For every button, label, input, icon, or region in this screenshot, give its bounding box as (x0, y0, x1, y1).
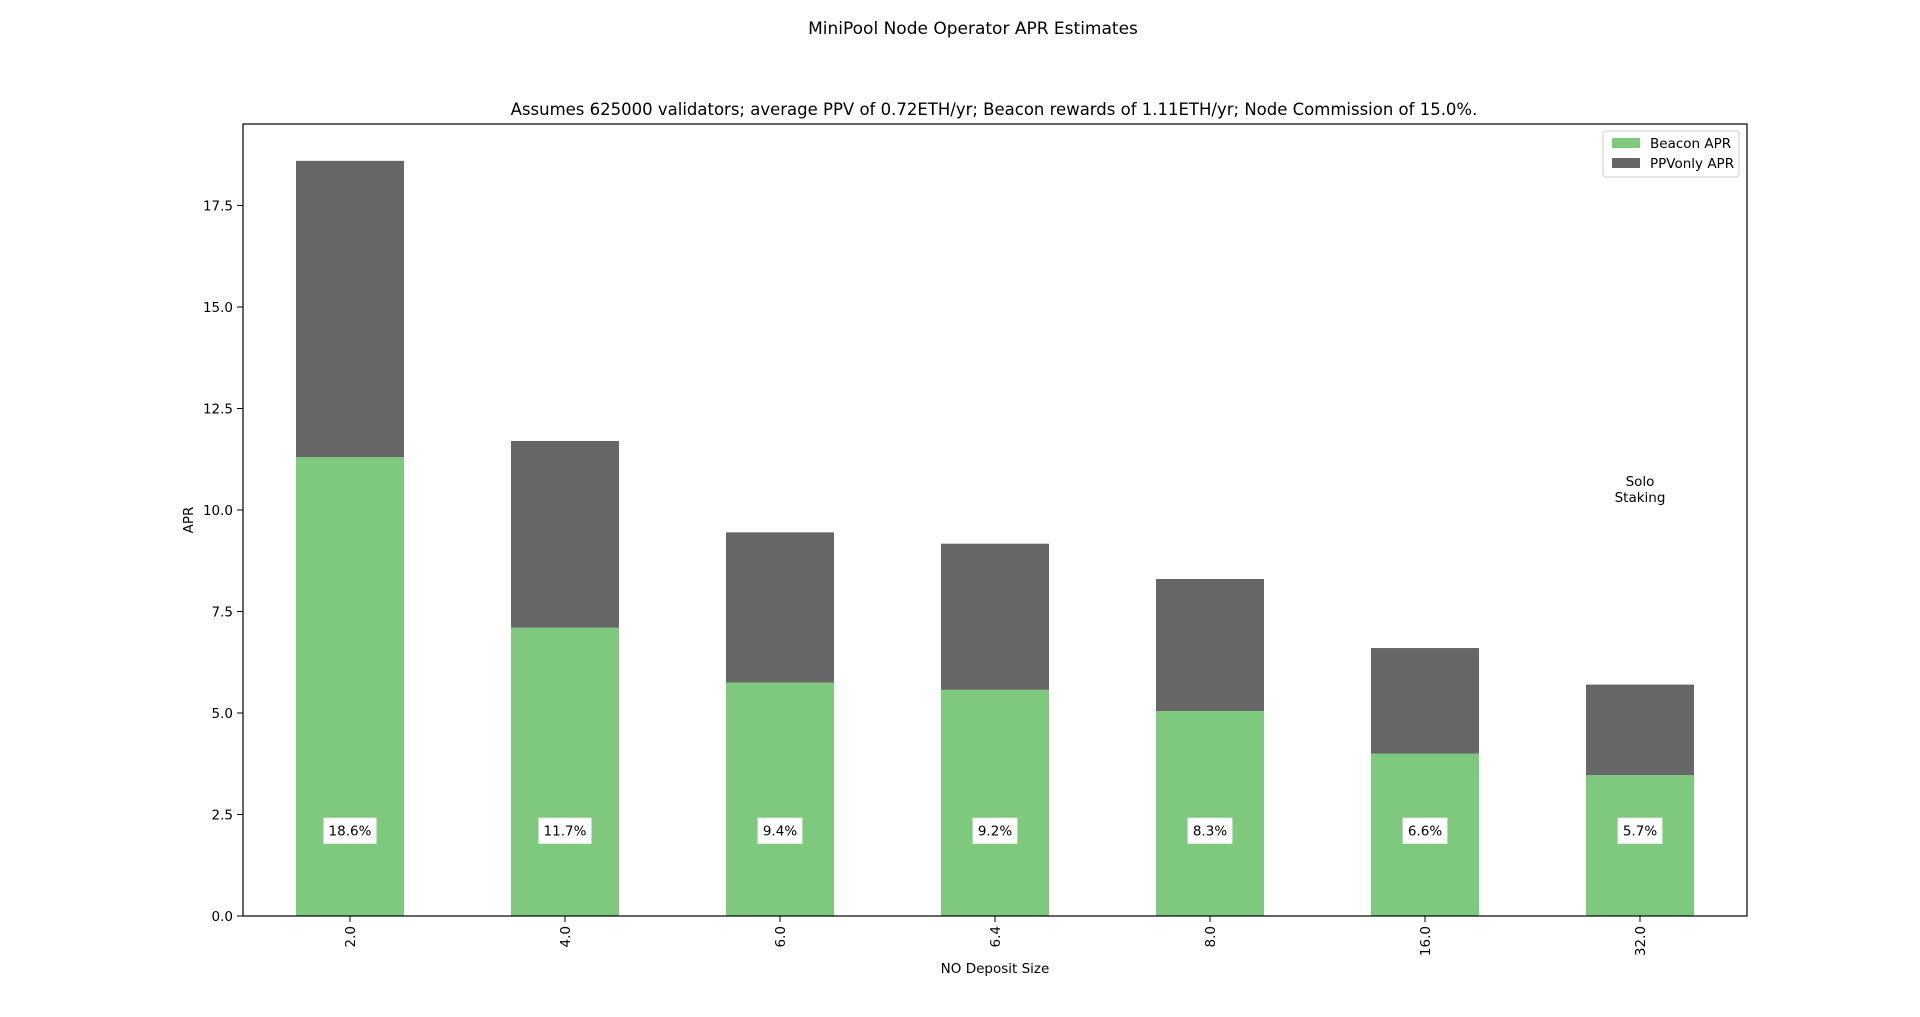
data-label-bg (538, 817, 592, 844)
bar-beacon-2.0 (296, 457, 404, 916)
data-label-text: 11.7% (544, 824, 587, 840)
y-tick-label: 12.5 (203, 402, 233, 418)
annotation-line: Staking (1615, 490, 1666, 506)
data-labels-layer: 18.6% 11.7% 9.4% 9.2% 8.3% 6.6% 5.7% (323, 817, 1663, 844)
bar-ppvonly-16.0 (1371, 648, 1479, 754)
bar-ppvonly-8.0 (1156, 579, 1264, 711)
legend-swatch-ppvonly (1612, 158, 1640, 168)
data-label-bg (1402, 817, 1448, 844)
legend: Beacon APR PPVonly APR (1602, 130, 1740, 178)
data-label-6.0: 9.4% (757, 817, 803, 844)
x-tick-label-6.4: 6.4 (988, 926, 1004, 947)
bar-beacon-32.0 (1586, 775, 1694, 916)
x-tick-label-16.0: 16.0 (1418, 926, 1434, 956)
data-label-bg (323, 817, 377, 844)
bar-ppvonly-32.0 (1586, 684, 1694, 776)
legend-swatch-beacon (1612, 138, 1640, 148)
y-tick-label: 10.0 (203, 503, 233, 519)
x-tick-label-8.0: 8.0 (1203, 926, 1219, 947)
bar-ppvonly-6.4 (941, 543, 1049, 690)
y-axis-label: APR (181, 507, 197, 534)
y-tick-label: 15.0 (203, 300, 233, 316)
y-axis: 0.0 2.5 5.0 7.5 10.0 12.5 15.0 17.5 (203, 199, 243, 925)
bars-layer (296, 160, 1694, 916)
data-label-2.0: 18.6% (323, 817, 377, 844)
data-label-text: 9.4% (763, 824, 797, 840)
bar-beacon-4.0 (511, 627, 619, 916)
x-tick-label-6.0: 6.0 (773, 926, 789, 947)
bar-beacon-6.4 (941, 689, 1049, 916)
data-label-text: 5.7% (1623, 824, 1657, 840)
x-axis-label: NO Deposit Size (941, 961, 1050, 977)
bar-ppvonly-6.0 (726, 532, 834, 683)
data-label-text: 18.6% (329, 824, 372, 840)
data-label-16.0: 6.6% (1402, 817, 1448, 844)
x-tick-label-2.0: 2.0 (343, 926, 359, 947)
x-axis: 2.0 4.0 6.0 6.4 8.0 16.0 32.0 (343, 916, 1649, 956)
y-tick-label: 7.5 (212, 605, 233, 621)
data-label-bg (1187, 817, 1233, 844)
bar-beacon-6.0 (726, 682, 834, 916)
data-label-text: 6.6% (1408, 824, 1442, 840)
y-tick-label: 2.5 (212, 808, 233, 824)
x-tick-label-4.0: 4.0 (558, 926, 574, 947)
y-tick-label: 5.0 (212, 706, 233, 722)
annotation-line: Solo (1626, 474, 1655, 490)
chart-suptitle: MiniPool Node Operator APR Estimates (808, 19, 1138, 39)
bar-ppvonly-2.0 (296, 160, 404, 458)
legend-label-beacon: Beacon APR (1650, 136, 1731, 152)
data-label-text: 9.2% (978, 824, 1012, 840)
data-label-8.0: 8.3% (1187, 817, 1233, 844)
bar-beacon-8.0 (1156, 710, 1264, 916)
data-label-4.0: 11.7% (538, 817, 592, 844)
data-label-bg (972, 817, 1018, 844)
y-tick-label: 0.0 (212, 909, 233, 925)
chart-title: Assumes 625000 validators; average PPV o… (511, 100, 1478, 119)
data-label-32.0: 5.7% (1617, 817, 1663, 844)
x-tick-label-32.0: 32.0 (1633, 926, 1649, 956)
bar-ppvonly-4.0 (511, 440, 619, 628)
y-tick-label: 17.5 (203, 199, 233, 215)
data-label-6.4: 9.2% (972, 817, 1018, 844)
data-label-bg (757, 817, 803, 844)
data-label-bg (1617, 817, 1663, 844)
legend-label-ppvonly: PPVonly APR (1650, 156, 1734, 172)
data-label-text: 8.3% (1193, 824, 1227, 840)
